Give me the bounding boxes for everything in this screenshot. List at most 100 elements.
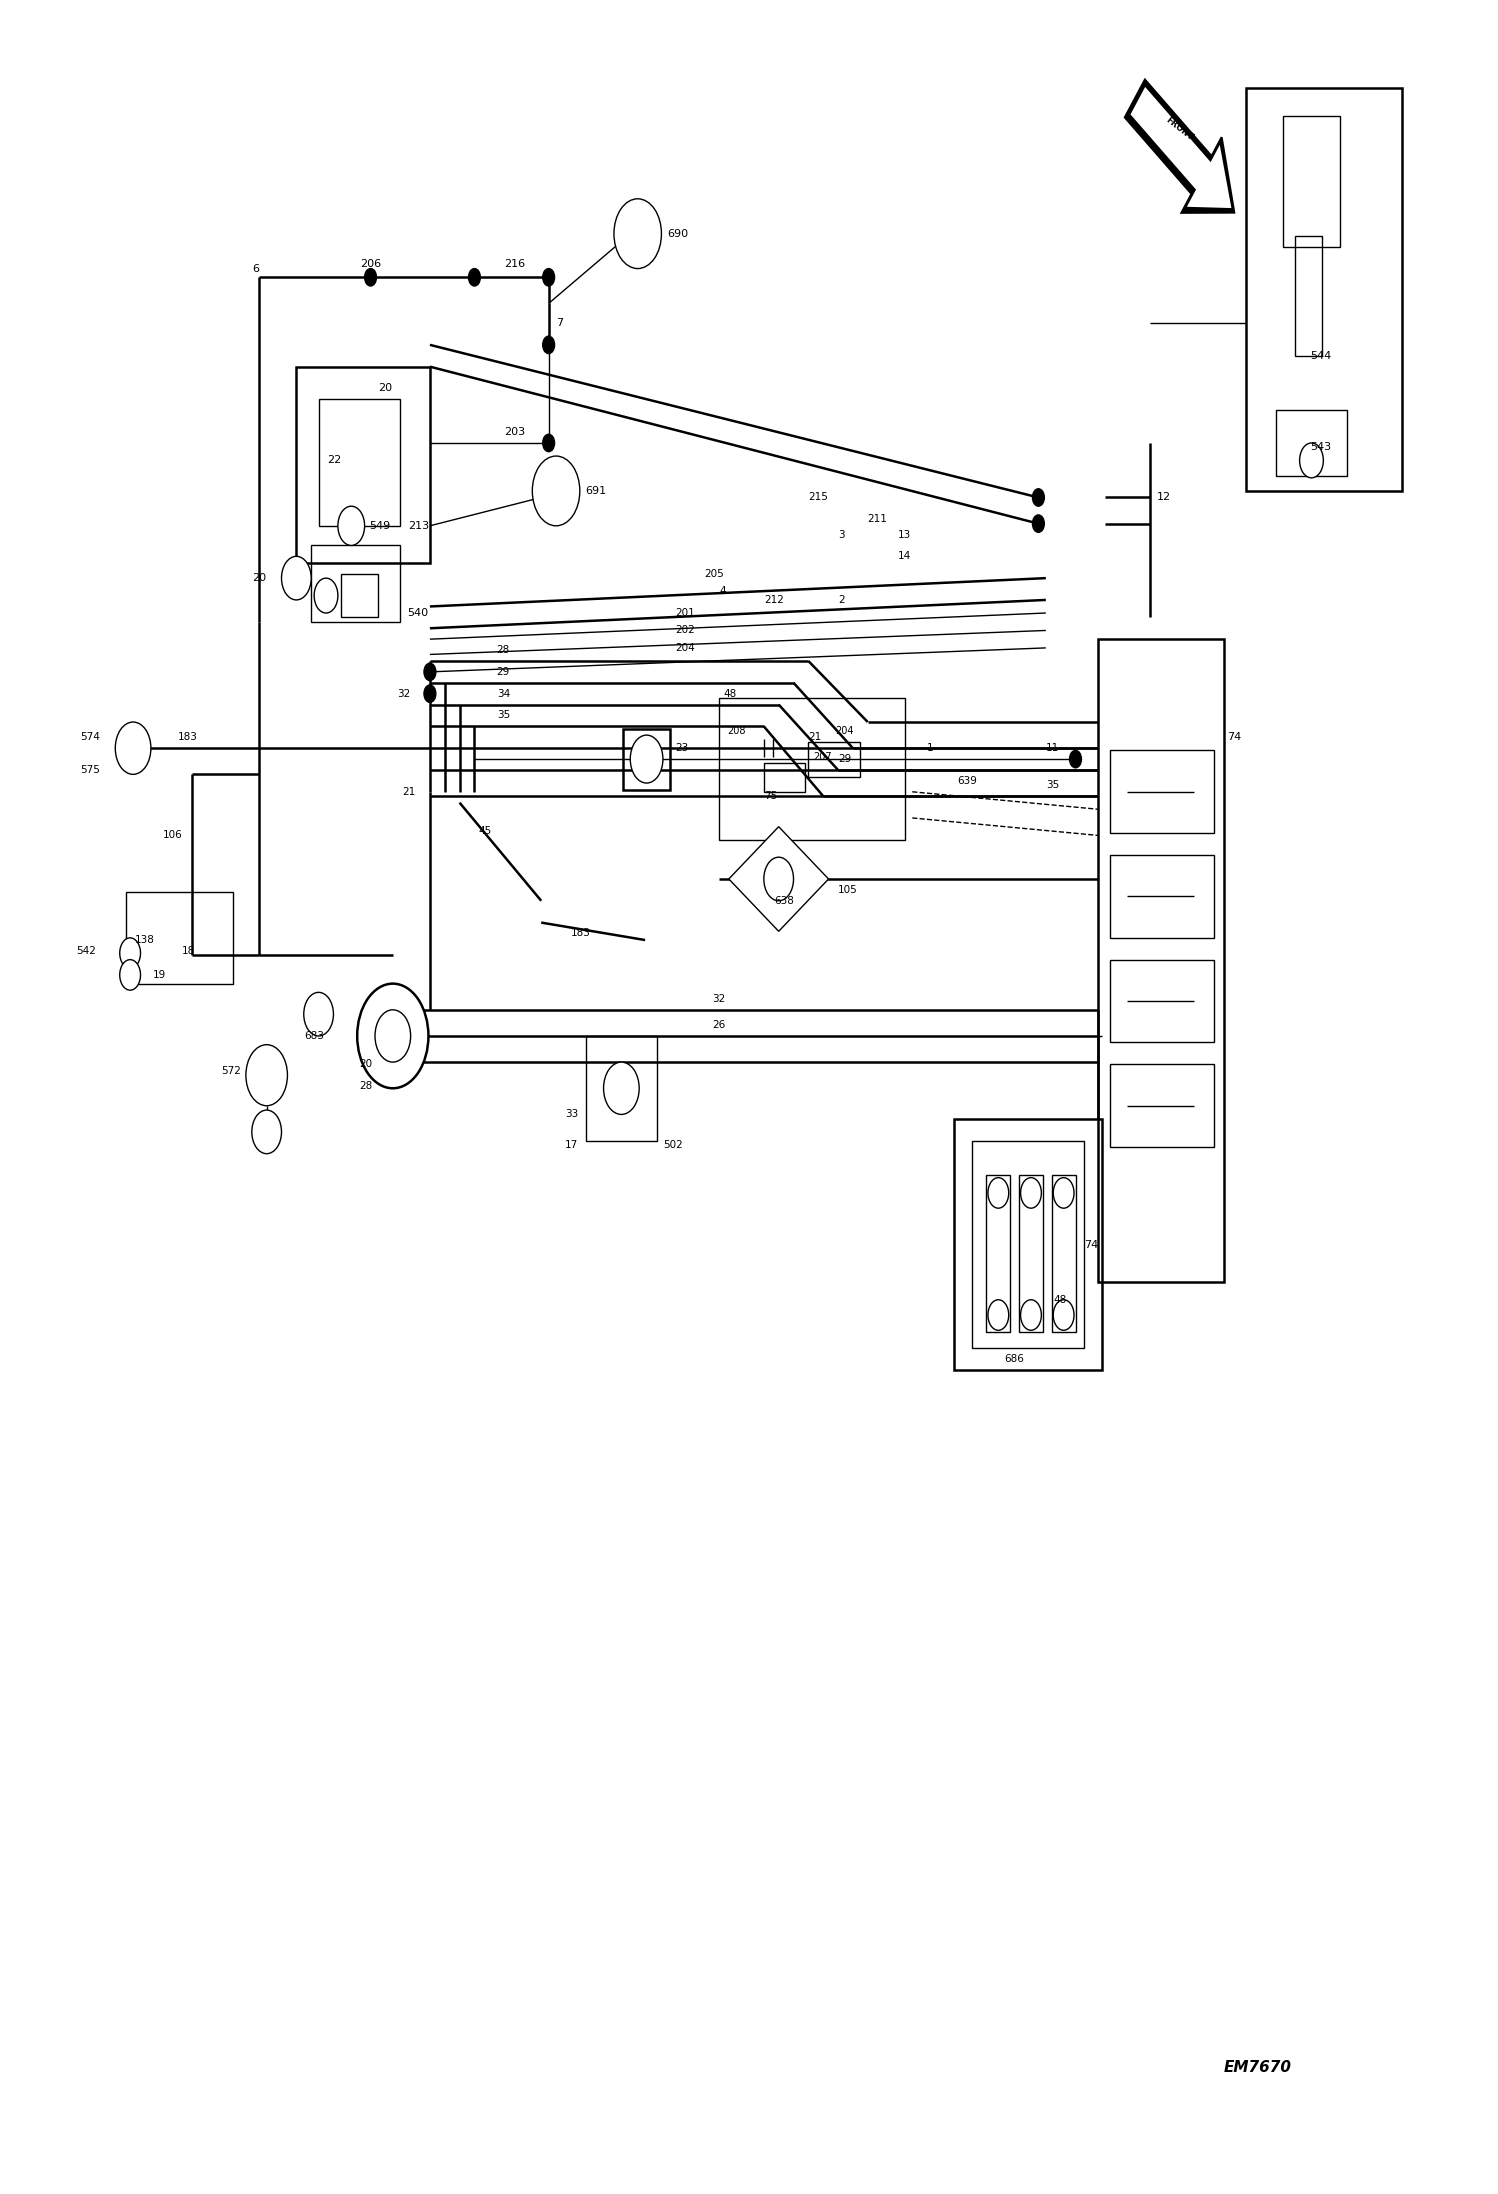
Circle shape: [357, 983, 428, 1088]
Text: 542: 542: [76, 946, 96, 957]
Bar: [1098, 638, 1224, 1281]
Text: 74: 74: [1227, 733, 1242, 742]
Text: 22: 22: [328, 456, 342, 465]
Text: 28: 28: [497, 645, 509, 656]
Text: 106: 106: [163, 829, 183, 840]
Bar: [987, 1176, 1010, 1332]
Text: 29: 29: [497, 667, 509, 678]
Circle shape: [339, 507, 364, 546]
Text: 207: 207: [813, 753, 831, 761]
Text: 639: 639: [957, 777, 977, 785]
Bar: [1110, 856, 1213, 937]
Bar: [719, 698, 905, 840]
Text: 32: 32: [712, 994, 725, 1005]
Text: 48: 48: [724, 689, 737, 698]
Circle shape: [604, 1062, 640, 1115]
Text: 215: 215: [809, 491, 828, 502]
Bar: [764, 764, 806, 792]
Bar: [1110, 1064, 1213, 1147]
Text: 216: 216: [505, 259, 526, 270]
Text: 201: 201: [674, 608, 695, 619]
Text: 138: 138: [135, 935, 154, 946]
Text: 18: 18: [183, 946, 195, 957]
Text: 13: 13: [897, 529, 911, 540]
Text: 35: 35: [1046, 781, 1059, 790]
Polygon shape: [730, 827, 828, 930]
Text: 686: 686: [1004, 1354, 1025, 1365]
Text: 211: 211: [867, 513, 888, 524]
Circle shape: [364, 268, 376, 285]
Text: 575: 575: [81, 766, 100, 774]
Circle shape: [989, 1178, 1008, 1209]
Text: 14: 14: [897, 551, 911, 562]
Circle shape: [469, 268, 481, 285]
Bar: [1246, 88, 1402, 491]
Text: 540: 540: [407, 608, 428, 619]
Circle shape: [1300, 443, 1323, 478]
Text: 183: 183: [178, 733, 198, 742]
Text: 206: 206: [360, 259, 380, 270]
Circle shape: [374, 1009, 410, 1062]
Text: 45: 45: [479, 825, 493, 836]
Text: 12: 12: [1156, 491, 1171, 502]
Circle shape: [542, 434, 554, 452]
Circle shape: [989, 1299, 1008, 1330]
Text: 4: 4: [719, 586, 727, 597]
Bar: [1110, 750, 1213, 834]
Text: 26: 26: [712, 1020, 725, 1029]
Text: 691: 691: [586, 485, 607, 496]
Text: 690: 690: [668, 228, 689, 239]
Circle shape: [542, 268, 554, 285]
Bar: [126, 893, 232, 983]
Circle shape: [304, 992, 334, 1036]
Circle shape: [631, 735, 664, 783]
Text: EM7670: EM7670: [1224, 2060, 1291, 2076]
Circle shape: [542, 336, 554, 353]
Circle shape: [120, 959, 141, 989]
Text: 74: 74: [1085, 1240, 1098, 1251]
Bar: [312, 546, 400, 621]
Bar: [586, 1036, 658, 1141]
Bar: [342, 575, 377, 617]
Text: 205: 205: [704, 568, 724, 579]
Bar: [623, 728, 670, 790]
Bar: [1052, 1176, 1076, 1332]
Text: 204: 204: [674, 643, 695, 654]
Circle shape: [1053, 1299, 1074, 1330]
Text: 7: 7: [556, 318, 563, 329]
Circle shape: [614, 200, 662, 268]
Text: 19: 19: [153, 970, 166, 981]
Bar: [319, 399, 400, 527]
Circle shape: [532, 456, 580, 527]
Text: 6: 6: [252, 263, 259, 274]
Text: 21: 21: [401, 788, 415, 796]
Bar: [954, 1119, 1103, 1369]
Text: 202: 202: [674, 625, 695, 636]
Text: FRONT: FRONT: [1164, 116, 1195, 143]
Text: 549: 549: [369, 520, 391, 531]
Circle shape: [1070, 750, 1082, 768]
Circle shape: [424, 685, 436, 702]
Text: 543: 543: [1309, 443, 1332, 452]
Text: 34: 34: [497, 689, 509, 698]
Text: 32: 32: [397, 689, 410, 698]
Text: 23: 23: [674, 744, 688, 753]
Circle shape: [282, 557, 312, 599]
Text: 75: 75: [764, 792, 777, 801]
Text: 502: 502: [664, 1141, 683, 1150]
Text: 48: 48: [1053, 1294, 1067, 1305]
Circle shape: [1053, 1178, 1074, 1209]
Circle shape: [424, 663, 436, 680]
Text: 638: 638: [774, 895, 794, 906]
Text: 204: 204: [834, 726, 854, 735]
Text: 183: 183: [571, 928, 590, 939]
Text: 33: 33: [565, 1110, 578, 1119]
Text: 208: 208: [728, 726, 746, 735]
Text: 28: 28: [360, 1082, 372, 1090]
Bar: [972, 1141, 1085, 1347]
Polygon shape: [1131, 88, 1231, 208]
Text: 1: 1: [927, 744, 933, 753]
Circle shape: [1020, 1299, 1041, 1330]
Text: 20: 20: [377, 384, 392, 393]
Circle shape: [1020, 1178, 1041, 1209]
